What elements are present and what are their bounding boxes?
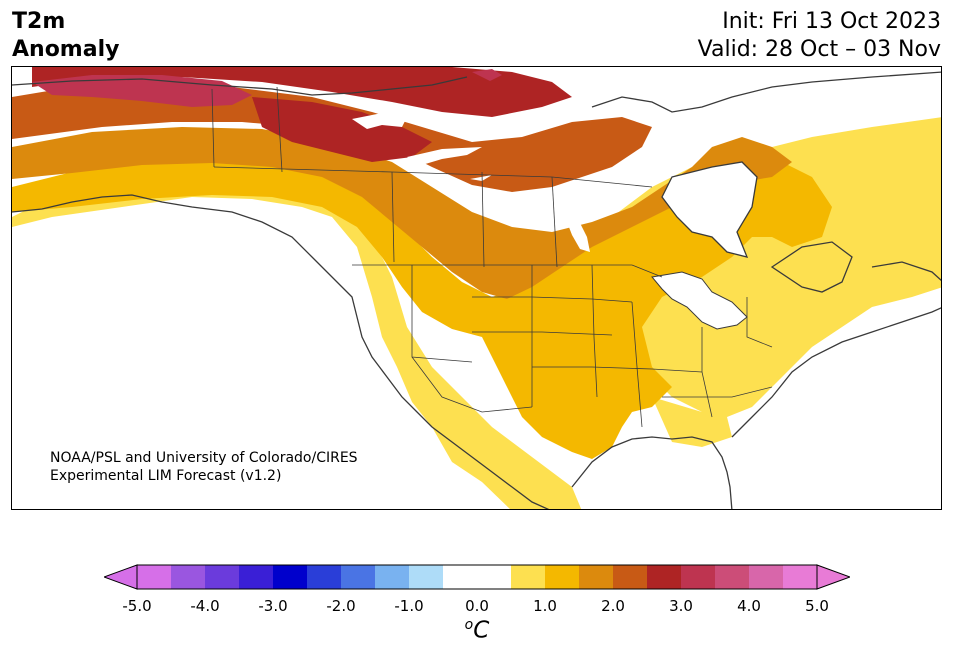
great-lakes <box>651 271 748 330</box>
anomaly-band-3 <box>32 67 572 162</box>
valid-range: Valid: 28 Oct – 03 Nov <box>697 37 941 62</box>
anomaly-band-1b <box>12 157 832 459</box>
colorbar-cell <box>783 565 818 589</box>
colorbar-cell <box>511 565 546 589</box>
colorbar-tick-label: -5.0 <box>122 597 152 615</box>
colorbar-cell <box>613 565 648 589</box>
colorbar-tick-label: 2.0 <box>601 597 625 615</box>
colorbar-tick-label: 5.0 <box>805 597 829 615</box>
colorbar-cell <box>341 565 376 589</box>
colorbar-under-arrow <box>104 564 138 590</box>
colorbar-frame <box>136 564 818 590</box>
colorbar-tick-label: 1.0 <box>533 597 557 615</box>
colorbar-cells <box>137 565 818 589</box>
colorbar-cell <box>171 565 206 589</box>
lake-winnipeg <box>567 217 590 252</box>
colorbar-cell <box>681 565 716 589</box>
colorbar-cell <box>137 565 172 589</box>
map-svg <box>12 67 941 509</box>
unit-celsius: C <box>473 617 490 644</box>
colorbar-cell <box>443 565 478 589</box>
coastlines <box>12 71 941 509</box>
lake-reindeer <box>540 191 548 201</box>
colorbar-cell <box>273 565 308 589</box>
colorbar-cell <box>579 565 614 589</box>
anomaly-band-3b <box>32 69 502 107</box>
colorbar-cell <box>477 565 512 589</box>
init-date: Init: Fri 13 Oct 2023 <box>722 9 941 34</box>
colorbar-cell <box>545 565 580 589</box>
great-bear-lake <box>352 113 407 129</box>
colorbar-tick-label: 4.0 <box>737 597 761 615</box>
unit-degree: o <box>464 617 474 633</box>
borders <box>211 86 773 428</box>
anomaly-map: NOAA/PSL and University of Colorado/CIRE… <box>11 66 942 510</box>
unit-label: oC <box>465 617 490 644</box>
credit-line1: NOAA/PSL and University of Colorado/CIRE… <box>50 450 358 466</box>
title-anomaly: Anomaly <box>12 37 120 62</box>
anomaly-band-2b <box>12 85 652 192</box>
colorbar-cell <box>749 565 784 589</box>
colorbar-cell <box>307 565 342 589</box>
colorbar-tick-label: -1.0 <box>394 597 424 615</box>
colorbar-tick-label: 0.0 <box>465 597 489 615</box>
colorbar-cell <box>205 565 240 589</box>
great-slave-lake <box>407 147 482 165</box>
colorbar-tick-label: 3.0 <box>669 597 693 615</box>
credit-text: NOAA/PSL and University of Colorado/CIRE… <box>50 449 358 485</box>
credit-line2: Experimental LIM Forecast (v1.2) <box>50 468 282 484</box>
anomaly-band-2 <box>12 127 792 299</box>
colorbar-cell <box>647 565 682 589</box>
colorbar-cell <box>715 565 750 589</box>
colorbar <box>104 564 850 590</box>
colorbar-tick-label: -2.0 <box>326 597 356 615</box>
lake-athabasca <box>470 175 492 181</box>
date-info: Init: Fri 13 Oct 2023 Valid: 28 Oct – 03… <box>698 8 941 64</box>
map-title: T2m Anomaly <box>12 8 119 64</box>
colorbar-cell <box>409 565 444 589</box>
colorbar-ticks: -5.0 -4.0 -3.0 -2.0 -1.0 0.0 1.0 2.0 3.0 4.0 5.0 <box>0 597 953 617</box>
colorbar-cell <box>239 565 274 589</box>
colorbar-tick-label: -3.0 <box>258 597 288 615</box>
colorbar-cell <box>375 565 410 589</box>
title-variable: T2m <box>12 9 66 34</box>
hudson-bay <box>661 161 758 258</box>
colorbar-over-arrow <box>816 564 850 590</box>
colorbar-tick-label: -4.0 <box>190 597 220 615</box>
